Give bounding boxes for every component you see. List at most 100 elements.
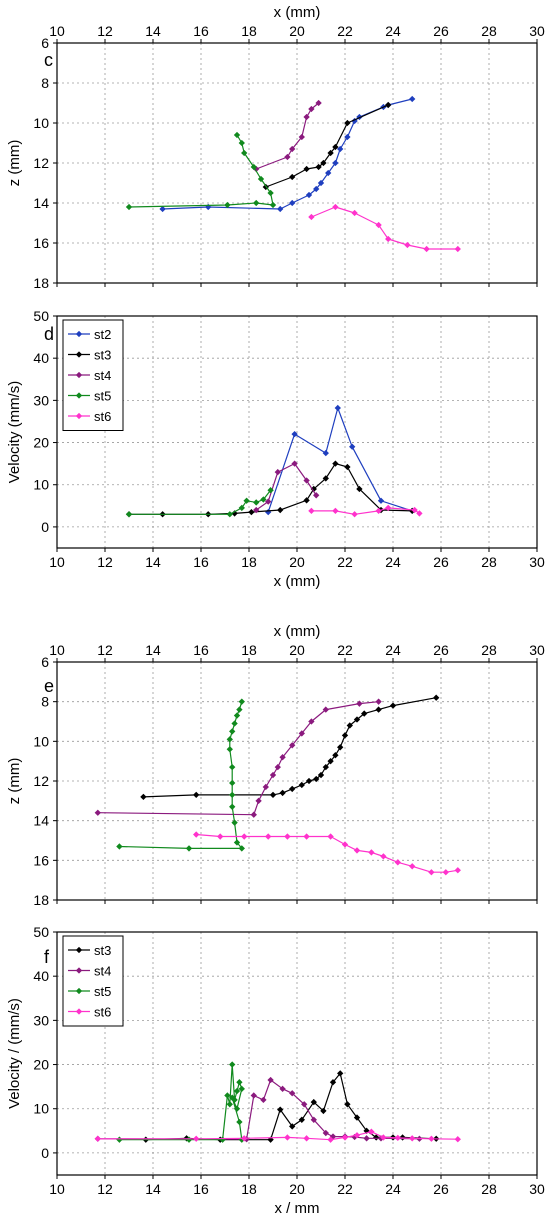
x-tick-label: 12 <box>97 23 113 39</box>
data-point-st4 <box>298 730 305 737</box>
data-point-st3 <box>277 1106 284 1113</box>
x-tick-label: 12 <box>97 1181 113 1197</box>
data-point-st6 <box>332 203 339 211</box>
data-point-st4 <box>303 477 310 484</box>
data-point-st2 <box>377 497 385 504</box>
data-point-st4 <box>269 771 277 779</box>
data-point-st6 <box>308 507 315 515</box>
data-point-st4 <box>298 133 305 141</box>
x-tick-label: 22 <box>337 554 353 570</box>
y-tick-label: 10 <box>33 115 49 131</box>
data-point-st6 <box>265 833 272 840</box>
data-point-st6 <box>353 1132 361 1139</box>
data-point-st5 <box>236 706 243 713</box>
x-tick-label: 28 <box>481 642 497 658</box>
data-point-st3 <box>193 791 200 799</box>
panel-letter: f <box>44 947 50 967</box>
data-point-st3 <box>317 771 325 779</box>
data-point-st3 <box>289 173 296 181</box>
y-tick-label: 6 <box>41 35 49 51</box>
series-st2 <box>265 404 416 516</box>
legend-entry-st6: st6 <box>68 1005 111 1020</box>
data-point-st3 <box>329 1079 337 1086</box>
series-line-st3 <box>143 697 437 798</box>
data-point-st4 <box>322 706 329 713</box>
data-point-st5 <box>226 1101 233 1108</box>
series-line-st4 <box>97 701 379 816</box>
legend-marker <box>75 371 83 379</box>
x-tick-label: 16 <box>193 554 209 570</box>
data-point-st2 <box>334 404 341 412</box>
data-point-st4 <box>313 492 320 499</box>
data-point-st4 <box>279 1085 286 1093</box>
data-point-st2 <box>322 449 329 457</box>
y-tick-label: 10 <box>33 1101 49 1117</box>
data-point-st6 <box>284 1134 291 1141</box>
data-point-st4 <box>94 809 101 816</box>
data-point-st3 <box>279 789 286 797</box>
data-point-st4 <box>265 498 272 505</box>
x-tick-label: 24 <box>385 554 401 570</box>
data-point-st4 <box>253 506 260 514</box>
data-point-st3 <box>289 785 296 793</box>
data-point-st5 <box>125 203 133 211</box>
x-tick-label: 18 <box>241 23 257 39</box>
data-point-st5 <box>229 803 236 810</box>
data-point-st2 <box>289 199 296 207</box>
data-point-st5 <box>241 149 248 157</box>
data-point-st3 <box>303 165 310 173</box>
data-point-st6 <box>411 506 418 514</box>
data-point-st5 <box>267 487 274 494</box>
legend: st3 st4 st5 st6 <box>62 935 124 1027</box>
data-point-st5 <box>224 201 231 209</box>
data-point-st3 <box>313 775 320 783</box>
series-st6 <box>94 1128 461 1143</box>
x-tick-label: 28 <box>481 554 497 570</box>
data-point-st4 <box>308 105 315 113</box>
data-point-st2 <box>409 95 416 103</box>
x-tick-label: 10 <box>49 554 65 570</box>
data-point-st5 <box>226 511 233 518</box>
legend-entry-st3: st3 <box>68 943 111 958</box>
data-point-st3 <box>353 1114 361 1121</box>
y-tick-label: 16 <box>33 852 49 868</box>
data-point-st6 <box>327 833 334 840</box>
series-st5 <box>125 131 277 211</box>
data-point-st3 <box>320 159 327 167</box>
data-point-st5 <box>253 499 260 506</box>
data-point-st6 <box>353 847 361 854</box>
data-point-st3 <box>248 508 255 516</box>
data-point-st5 <box>229 763 236 771</box>
data-point-st5 <box>224 1092 231 1099</box>
data-point-st3 <box>389 702 397 709</box>
x-tick-label: 16 <box>193 23 209 39</box>
data-point-st6 <box>193 831 200 838</box>
y-tick-label: 18 <box>33 275 49 291</box>
data-point-st2 <box>325 169 332 177</box>
data-point-st4 <box>291 460 298 467</box>
data-point-st5 <box>257 175 265 183</box>
legend-entry-st5: st5 <box>68 389 111 404</box>
legend-label: st2 <box>94 327 111 342</box>
data-point-st3 <box>140 793 147 801</box>
data-point-st6 <box>385 235 392 243</box>
y-tick-label: 40 <box>33 968 49 984</box>
data-point-st5 <box>233 131 241 139</box>
data-point-st5 <box>238 139 245 147</box>
data-point-st6 <box>341 841 349 848</box>
data-point-st4 <box>289 1090 296 1097</box>
y-tick-label: 16 <box>33 235 49 251</box>
legend-marker <box>75 967 83 974</box>
data-point-st6 <box>394 859 401 866</box>
x-tick-label: 30 <box>529 642 545 658</box>
data-point-st6 <box>217 833 224 840</box>
data-point-st6 <box>368 849 375 856</box>
data-point-st2 <box>349 443 356 450</box>
x-tick-label: 22 <box>337 23 353 39</box>
data-point-st6 <box>241 833 248 840</box>
y-tick-label: 10 <box>33 733 49 749</box>
data-point-st4 <box>267 1076 274 1084</box>
data-point-st2 <box>344 133 351 141</box>
legend-marker <box>75 946 83 954</box>
x-tick-label: 10 <box>49 23 65 39</box>
